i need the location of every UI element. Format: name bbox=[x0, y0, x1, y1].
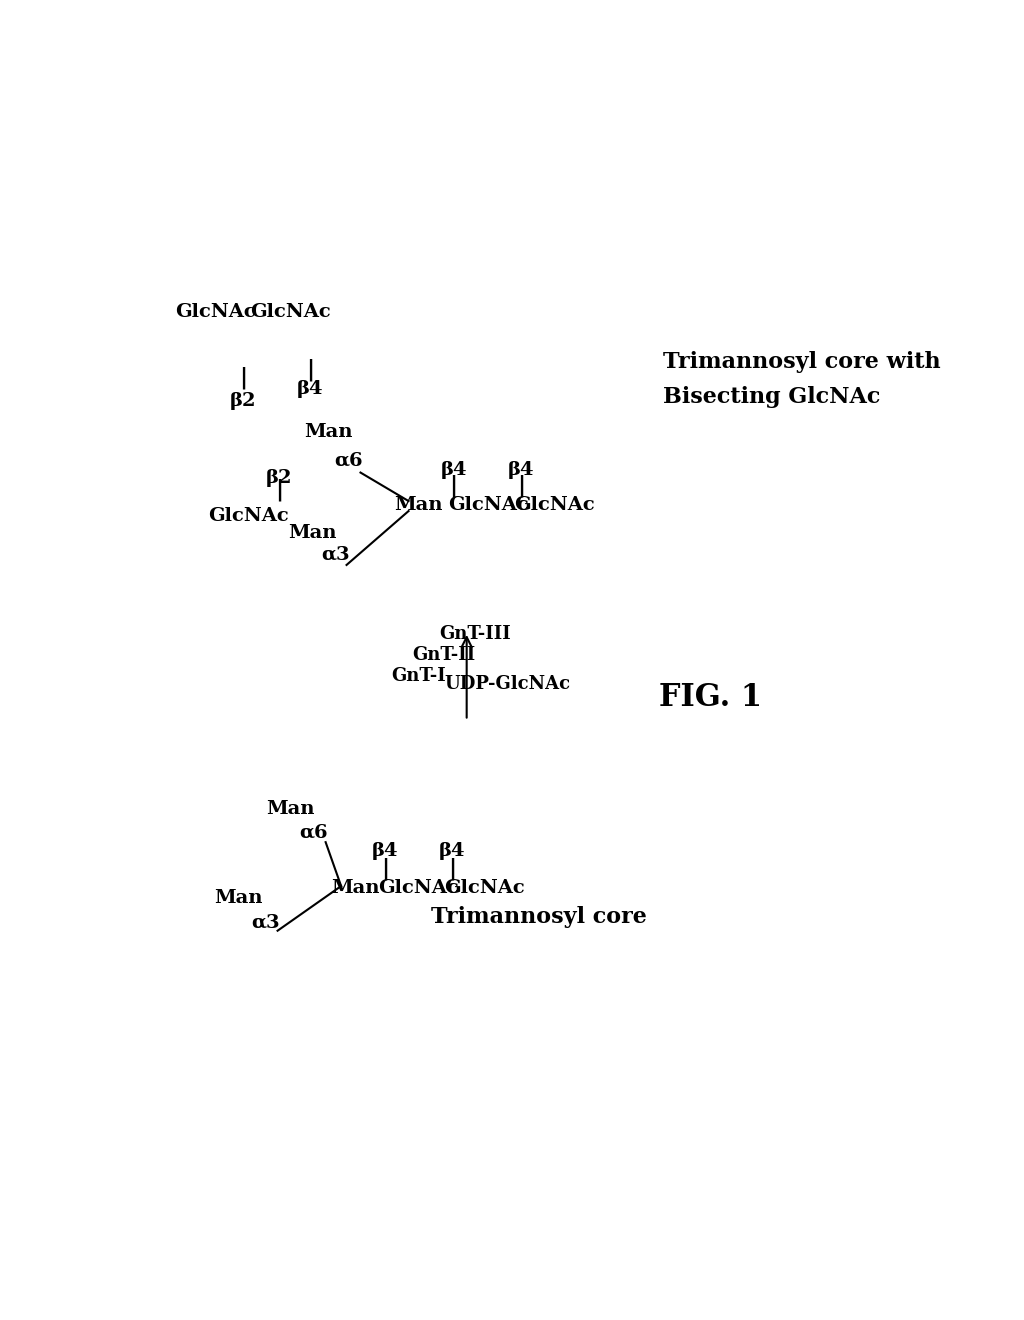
Text: GnT-III: GnT-III bbox=[439, 626, 511, 643]
Text: β4: β4 bbox=[438, 842, 465, 861]
Text: |: | bbox=[517, 474, 525, 496]
Text: Trimannosyl core with: Trimannosyl core with bbox=[663, 351, 940, 374]
Text: β4: β4 bbox=[508, 461, 535, 479]
Text: Bisecting GlcNAc: Bisecting GlcNAc bbox=[663, 387, 880, 408]
Text: UDP-GlcNAc: UDP-GlcNAc bbox=[444, 676, 570, 693]
Text: |: | bbox=[447, 858, 456, 880]
Text: GlcNAc: GlcNAc bbox=[444, 879, 525, 898]
Text: Man: Man bbox=[288, 524, 337, 543]
Text: β4: β4 bbox=[440, 461, 467, 479]
Text: α6: α6 bbox=[335, 451, 364, 469]
Text: β2: β2 bbox=[229, 392, 256, 411]
Text: Trimannosyl core: Trimannosyl core bbox=[431, 906, 647, 928]
Text: GnT-I: GnT-I bbox=[391, 667, 446, 685]
Text: GlcNAc: GlcNAc bbox=[251, 304, 331, 321]
Text: |: | bbox=[381, 858, 389, 880]
Text: Man: Man bbox=[266, 800, 315, 818]
Text: β4: β4 bbox=[372, 842, 398, 861]
Text: α6: α6 bbox=[300, 824, 329, 841]
Text: GlcNAc: GlcNAc bbox=[175, 304, 256, 321]
Text: β4: β4 bbox=[297, 380, 324, 399]
Text: Man: Man bbox=[215, 888, 263, 907]
Text: Man: Man bbox=[394, 496, 442, 513]
Text: GlcNAc: GlcNAc bbox=[208, 507, 289, 525]
Text: |: | bbox=[239, 367, 247, 389]
Text: |: | bbox=[275, 478, 284, 500]
Text: GnT-II: GnT-II bbox=[412, 645, 475, 664]
Text: GlcNAc: GlcNAc bbox=[514, 496, 595, 513]
Text: |: | bbox=[450, 474, 458, 496]
Text: GlcNAc: GlcNAc bbox=[449, 496, 528, 513]
Text: |: | bbox=[306, 359, 314, 381]
Text: Man: Man bbox=[331, 879, 379, 898]
Text: β2: β2 bbox=[266, 469, 293, 487]
Text: Man: Man bbox=[304, 422, 352, 441]
Text: α3: α3 bbox=[252, 913, 281, 932]
Text: α3: α3 bbox=[322, 546, 350, 564]
Text: FIG. 1: FIG. 1 bbox=[658, 682, 762, 713]
Text: GlcNAc: GlcNAc bbox=[378, 879, 459, 898]
